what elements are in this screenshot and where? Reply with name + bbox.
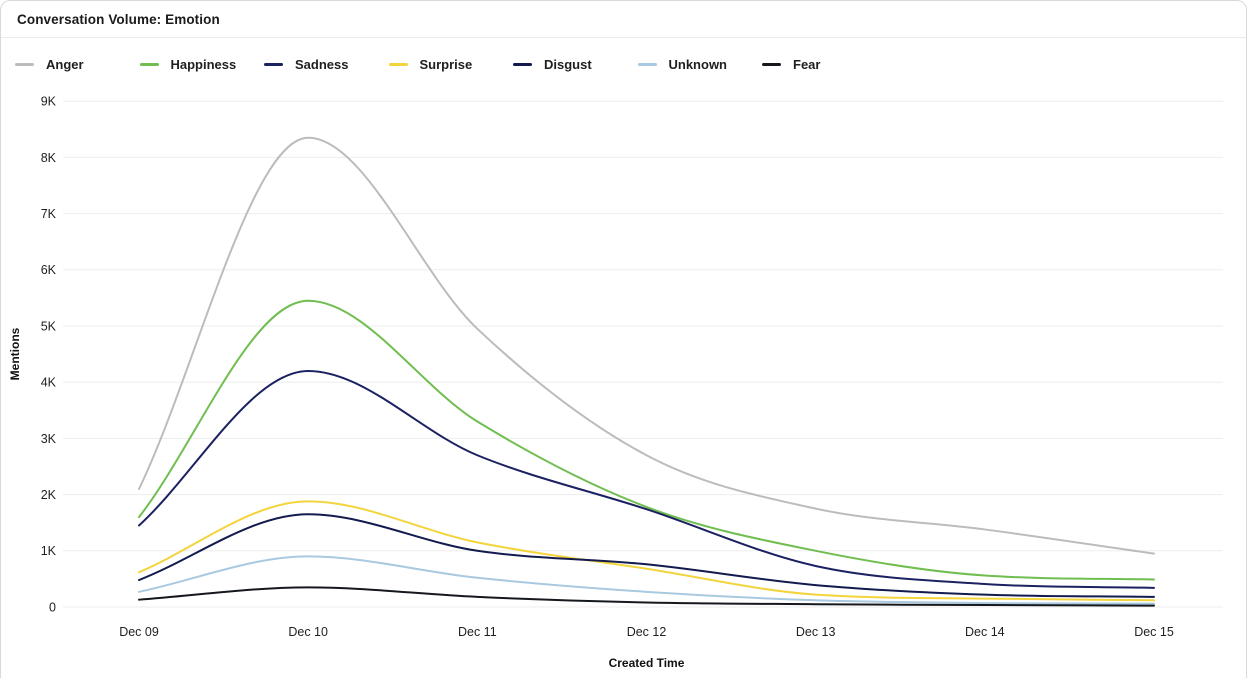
x-tick-dec-09: Dec 09	[119, 625, 159, 639]
y-tick-4K: 4K	[41, 376, 57, 390]
x-tick-dec-15: Dec 15	[1134, 625, 1174, 639]
y-tick-3K: 3K	[41, 432, 57, 446]
series-line-surprise[interactable]	[138, 500, 1155, 602]
x-axis-title: Created Time	[609, 656, 685, 670]
legend-label: Happiness	[170, 56, 237, 72]
x-tick-dec-13: Dec 13	[796, 625, 836, 639]
legend-swatch-unknown	[637, 62, 657, 66]
legend-item-sadness[interactable]: Sadness	[264, 57, 389, 72]
legend-swatch-surprise	[388, 62, 408, 66]
legend-item-fear[interactable]: Fear	[762, 57, 887, 72]
y-tick-5K: 5K	[41, 319, 57, 333]
series-line-disgust[interactable]	[138, 513, 1155, 598]
y-tick-2K: 2K	[41, 488, 57, 502]
y-tick-1K: 1K	[41, 544, 57, 558]
legend-item-happiness[interactable]: Happiness	[139, 56, 265, 72]
legend-label: Sadness	[295, 56, 349, 72]
y-tick-9K: 9K	[41, 95, 57, 109]
y-tick-7K: 7K	[41, 207, 57, 221]
legend-swatch-anger	[15, 62, 34, 66]
legend-swatch-sadness	[264, 62, 283, 66]
chart-area: 0 1K 2K 3K 4K 5K 6K 7K 8K 9K Dec 09 Dec 10 Dec 11 Dec…	[1, 87, 1246, 678]
legend-swatch-happiness	[139, 62, 159, 66]
legend-item-disgust[interactable]: Disgust	[513, 57, 638, 72]
legend-label: Unknown	[668, 56, 728, 72]
y-tick-8K: 8K	[41, 151, 57, 165]
legend-swatch-disgust	[513, 62, 532, 66]
x-tick-dec-12: Dec 12	[627, 625, 667, 639]
legend-item-unknown[interactable]: Unknown	[637, 56, 763, 72]
x-tick-dec-11: Dec 11	[458, 625, 497, 639]
series-line-fear[interactable]	[138, 586, 1155, 607]
chart-legend: Anger Happiness Sadness Surprise Disgust Unkn…	[1, 54, 1246, 74]
legend-item-surprise[interactable]: Surprise	[388, 56, 514, 72]
x-tick-dec-14: Dec 14	[965, 625, 1005, 639]
legend-item-anger[interactable]: Anger	[15, 57, 140, 72]
legend-swatch-fear	[762, 62, 781, 66]
legend-label: Anger	[46, 56, 84, 72]
y-tick-6K: 6K	[41, 263, 57, 277]
series-line-anger[interactable]	[138, 136, 1155, 555]
y-axis-title: Mentions	[8, 327, 22, 380]
legend-label: Surprise	[419, 56, 473, 72]
chart-canvas: 0 1K 2K 3K 4K 5K 6K 7K 8K 9K Dec 09 Dec 10 Dec 11 Dec…	[8, 95, 1223, 670]
chart-title: Conversation Volume: Emotion	[17, 11, 220, 27]
legend-label: Disgust	[544, 56, 592, 72]
legend-label: Fear	[793, 56, 821, 72]
y-tick-0: 0	[49, 600, 56, 614]
series-line-unknown[interactable]	[138, 555, 1155, 605]
card-header: Conversation Volume: Emotion	[1, 1, 1246, 38]
x-tick-dec-10: Dec 10	[288, 625, 328, 639]
series-line-sadness[interactable]	[138, 369, 1155, 589]
series-line-happiness[interactable]	[138, 299, 1155, 581]
